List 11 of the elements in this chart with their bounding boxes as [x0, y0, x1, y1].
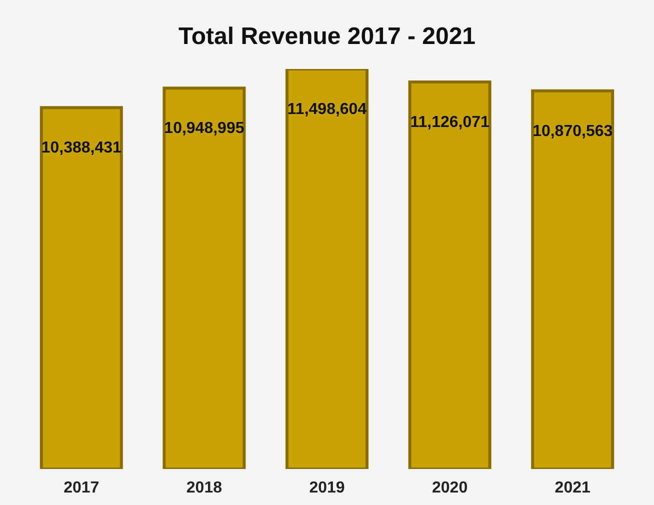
chart-title: Total Revenue 2017 - 2021	[178, 23, 476, 50]
x-tick-label: 2020	[432, 480, 468, 496]
x-tick-label: 2018	[186, 480, 222, 496]
data-label: 10,948,995	[164, 120, 244, 138]
x-tick-label: 2019	[309, 480, 345, 496]
data-label: 10,388,431	[41, 140, 122, 157]
data-label: 11,498,604	[287, 101, 367, 118]
x-tick-label: 2017	[64, 480, 100, 496]
x-tick-label: 2021	[554, 480, 590, 496]
data-label: 10,870,563	[532, 122, 613, 140]
data-label: 11,126,071	[410, 114, 490, 131]
